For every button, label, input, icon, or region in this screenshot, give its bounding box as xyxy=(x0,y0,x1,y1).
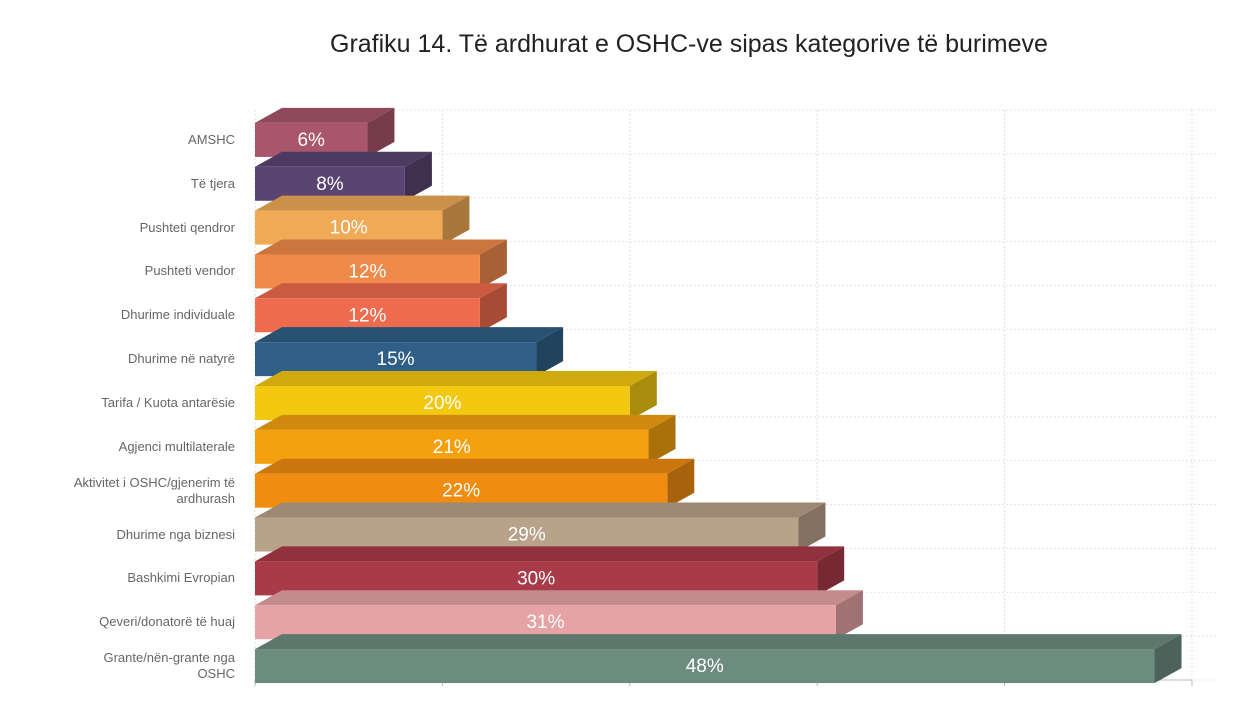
value-label: 21% xyxy=(433,437,471,458)
value-label: 29% xyxy=(508,525,546,546)
bar-side xyxy=(404,151,432,201)
bar-top xyxy=(255,502,826,518)
bar xyxy=(255,298,480,333)
value-label: 6% xyxy=(297,130,325,151)
bar-top xyxy=(255,371,657,386)
bar xyxy=(255,210,443,245)
category-label: Grante/nën-grante nga OSHC xyxy=(103,650,235,682)
value-label: 20% xyxy=(423,393,461,414)
bar-top xyxy=(255,283,507,299)
bar xyxy=(255,166,405,201)
bar-top xyxy=(255,546,845,562)
chart-title: Grafiku 14. Të ardhurat e OSHC-ve sipas … xyxy=(330,30,1048,58)
value-label: 12% xyxy=(348,261,386,282)
bar-side xyxy=(629,371,657,420)
bar xyxy=(255,429,649,464)
bar-side xyxy=(536,327,564,377)
bar-side xyxy=(667,458,695,508)
bar xyxy=(255,649,1155,684)
bar xyxy=(255,386,630,420)
bar-side xyxy=(835,590,863,640)
value-label: 10% xyxy=(330,218,368,239)
category-label: Pushteti vendor xyxy=(144,263,235,279)
bar-top xyxy=(255,107,395,123)
category-label: Të tjera xyxy=(190,175,235,191)
value-label: 22% xyxy=(442,481,480,502)
bar-top xyxy=(255,327,564,343)
category-label: Aktivitet i OSHC/gjenerim të ardhurash xyxy=(73,474,235,506)
bar-top xyxy=(255,414,676,430)
bar xyxy=(255,122,368,157)
bar xyxy=(255,342,537,377)
bar-top xyxy=(255,634,1182,650)
category-label: Dhurime individuale xyxy=(120,307,235,323)
bar-side xyxy=(817,546,845,596)
bar xyxy=(255,254,480,289)
category-label: Bashkimi Evropian xyxy=(127,570,235,586)
bar-top xyxy=(255,195,470,211)
category-label: AMSHC xyxy=(188,131,235,147)
bar xyxy=(255,605,836,640)
bar-side xyxy=(479,239,507,289)
bar-side xyxy=(479,283,507,333)
bar xyxy=(255,517,799,552)
value-label: 48% xyxy=(686,656,724,677)
category-label: Agjenci multilaterale xyxy=(118,438,235,454)
category-label: Pushteti qendror xyxy=(139,219,235,235)
value-label: 12% xyxy=(348,305,386,326)
category-label: Qeveri/donatorë të huaj xyxy=(99,614,235,630)
value-label: 30% xyxy=(517,568,555,589)
bar-top xyxy=(255,239,507,255)
bar-side xyxy=(367,107,395,157)
bar-side xyxy=(1154,634,1182,684)
bar-top xyxy=(255,590,863,606)
bar-side xyxy=(648,414,676,464)
value-label: 31% xyxy=(526,612,564,633)
value-label: 15% xyxy=(377,349,415,370)
category-label: Dhurime në natyrë xyxy=(128,351,235,367)
bar xyxy=(255,561,818,596)
bar-side xyxy=(798,502,826,552)
bar-side xyxy=(442,195,470,245)
category-label: Dhurime nga biznesi xyxy=(116,526,235,542)
bar-top xyxy=(255,151,432,167)
category-label: Tarifa / Kuota antarësie xyxy=(101,395,235,410)
bar xyxy=(255,473,668,508)
value-label: 8% xyxy=(316,174,344,195)
bar-top xyxy=(255,458,695,474)
